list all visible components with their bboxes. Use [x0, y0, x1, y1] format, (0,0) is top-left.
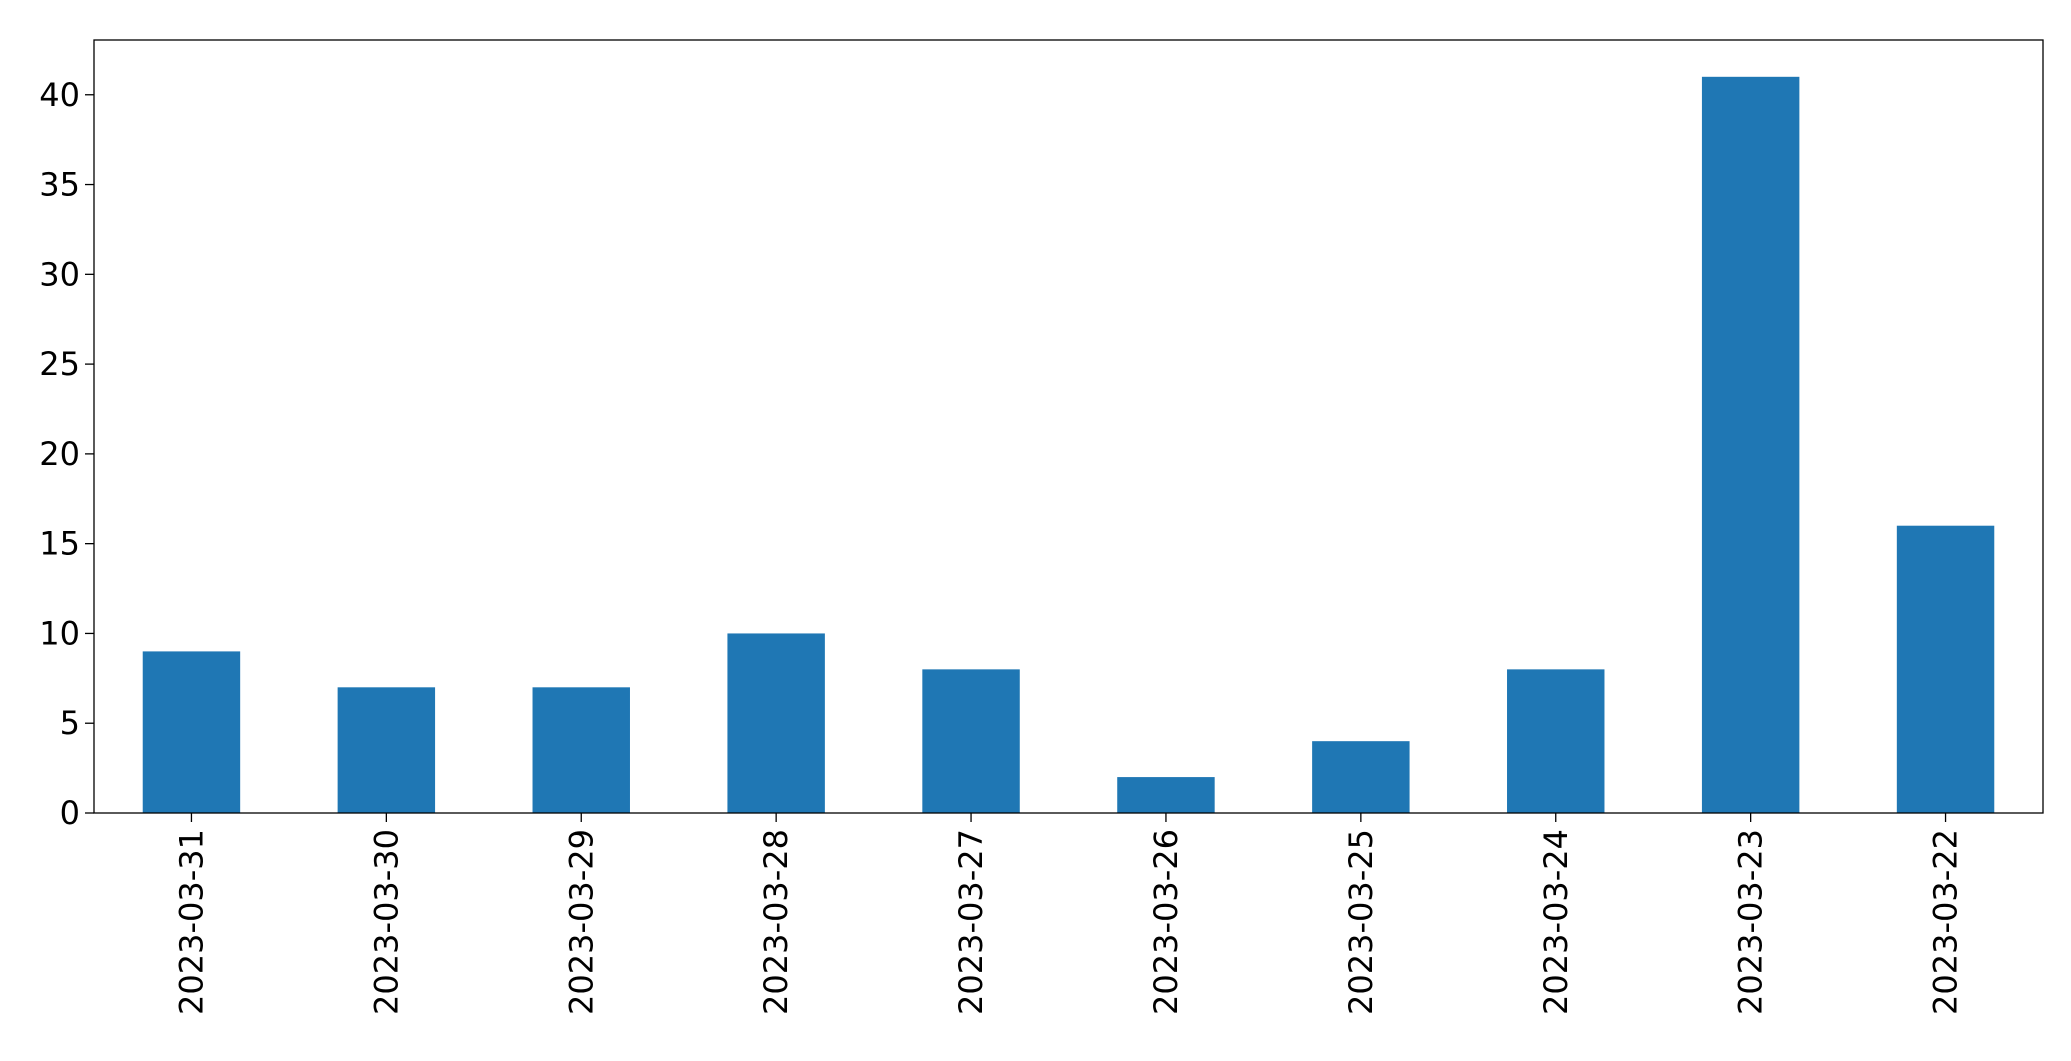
x-tick-label: 2023-03-29	[562, 829, 600, 1015]
bar	[1896, 525, 1995, 813]
y-tick-label: 25	[39, 345, 80, 383]
x-tick-label: 2023-03-25	[1342, 829, 1380, 1015]
y-tick-label: 40	[39, 76, 80, 114]
y-tick-label: 10	[39, 614, 80, 652]
x-tick-label: 2023-03-28	[757, 829, 795, 1015]
y-tick-label: 5	[60, 704, 80, 742]
bar	[532, 687, 630, 813]
bar	[1117, 777, 1215, 813]
y-tick-label: 35	[39, 166, 80, 204]
x-tick-label: 2023-03-26	[1147, 829, 1185, 1015]
y-tick-label: 20	[39, 435, 80, 473]
x-tick-label: 2023-03-27	[952, 829, 990, 1015]
x-tick-label: 2023-03-23	[1732, 829, 1770, 1015]
bar	[727, 633, 825, 813]
y-tick-label: 15	[39, 525, 80, 563]
plot-frame	[93, 39, 2044, 814]
bar	[142, 651, 241, 813]
x-tick-label: 2023-03-24	[1537, 829, 1575, 1015]
x-tick-label: 2023-03-30	[367, 829, 405, 1015]
y-tick-label: 30	[39, 255, 80, 293]
x-tick-label: 2023-03-31	[172, 829, 210, 1015]
bar	[1507, 669, 1605, 813]
x-tick-label: 2023-03-22	[1927, 829, 1965, 1015]
bar	[1701, 76, 1800, 814]
bar	[337, 687, 436, 813]
y-tick-label: 0	[60, 794, 80, 832]
bar	[922, 669, 1020, 813]
bar	[1312, 741, 1410, 813]
